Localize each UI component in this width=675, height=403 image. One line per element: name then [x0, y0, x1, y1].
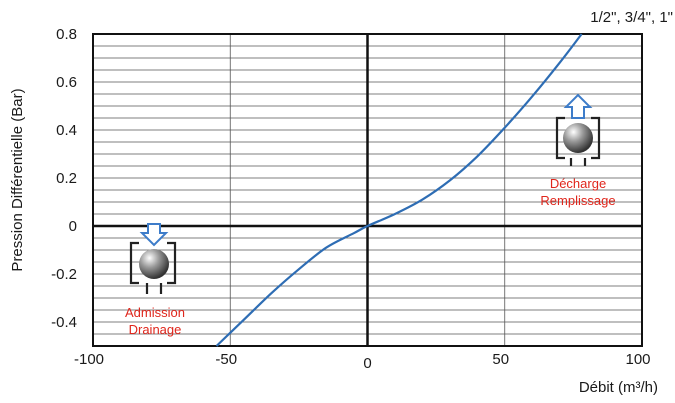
y-tick-label: 0.8	[56, 26, 77, 43]
series	[215, 33, 583, 347]
valve-inflow-icon	[129, 223, 177, 294]
x-tick-label: -100	[74, 351, 104, 368]
series-line	[215, 33, 583, 347]
annotation-admission: Admission	[125, 305, 185, 320]
x-tick-label: 50	[492, 351, 509, 368]
y-tick-label: 0.6	[56, 74, 77, 91]
annotation-drainage: Drainage	[129, 322, 182, 337]
x-axis-title: Débit (m³/h)	[579, 379, 658, 396]
y-tick-label: 0.4	[56, 122, 77, 139]
valve-outflow-icon	[555, 93, 601, 166]
y-tick-label: -0.2	[51, 266, 77, 283]
y-tick-label: 0.2	[56, 170, 77, 187]
x-tick-label: 100	[625, 351, 650, 368]
y-axis-title: Pression Différentielle (Bar)	[9, 88, 26, 271]
annotation-decharge: Décharge	[550, 176, 606, 191]
x-tick-label: -50	[215, 351, 237, 368]
series-label: 1/2", 3/4", 1"	[590, 9, 673, 26]
tick-labels: 0.8 0.6 0.4 0.2 0 -0.2 -0.4 -100 -50 0 50 100	[51, 26, 650, 372]
y-tick-label: 0	[69, 218, 77, 235]
annotation-remplissage: Remplissage	[540, 193, 615, 208]
x-tick-label: 0	[363, 355, 371, 372]
y-tick-label: -0.4	[51, 314, 77, 331]
